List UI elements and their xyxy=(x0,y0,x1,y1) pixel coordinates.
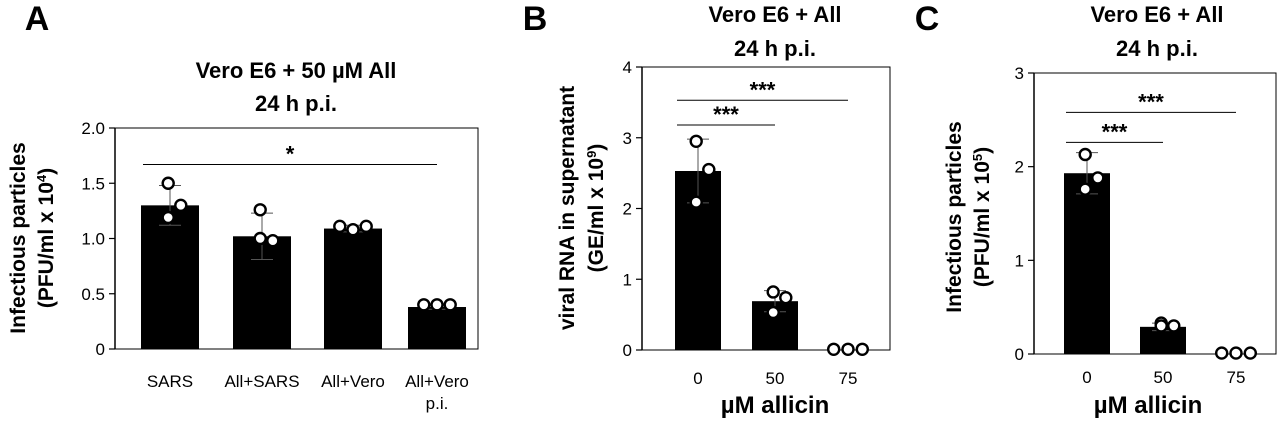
y-axis-label: Infectious particles xyxy=(943,121,966,312)
x-category-label: 50 xyxy=(1154,368,1173,387)
data-point xyxy=(689,195,703,209)
bar xyxy=(408,307,466,349)
significance-label: * xyxy=(286,141,295,166)
data-point xyxy=(766,305,780,320)
x-category-label: 0 xyxy=(1082,368,1091,387)
bar xyxy=(141,205,199,349)
data-point xyxy=(266,234,280,248)
data-point xyxy=(779,290,793,305)
x-axis-label: µM allicin xyxy=(721,392,830,419)
x-category-label: All+Vero xyxy=(405,372,469,391)
y-tick-label: 4 xyxy=(623,58,632,77)
chart-subtitle: 24 h p.i. xyxy=(734,36,816,61)
y-axis-label: viral RNA in supernatant xyxy=(556,86,579,330)
y-axis-units-exponent: 4 xyxy=(34,174,49,182)
data-point xyxy=(1167,319,1181,333)
data-point xyxy=(702,162,716,177)
data-point xyxy=(430,298,444,312)
y-tick-label: 0 xyxy=(1015,345,1024,364)
chart-title: Vero E6 + All xyxy=(1090,2,1223,27)
x-category-label: 75 xyxy=(1227,368,1246,387)
y-axis-units-close: ) xyxy=(35,168,58,175)
y-axis-units-close: ) xyxy=(585,144,608,151)
y-axis-units-close: ) xyxy=(971,147,994,154)
y-tick-label: 1 xyxy=(623,270,632,289)
y-tick-label: 0 xyxy=(623,341,632,360)
data-point xyxy=(1243,346,1258,360)
bar xyxy=(324,228,382,349)
panel-c: C Vero E6 + All 24 h p.i. 0 1 2 3 Infectious pa… xyxy=(915,0,1277,419)
x-category-label: SARS xyxy=(147,372,193,391)
y-axis-units-exponent: 5 xyxy=(970,154,985,161)
y-tick-label: 1.0 xyxy=(81,230,105,249)
bar xyxy=(1064,173,1110,354)
y-tick-label: 3 xyxy=(623,129,632,148)
chart-subtitle: 24 h p.i. xyxy=(1116,36,1198,61)
x-category-label: All+Vero xyxy=(321,372,385,391)
significance-label: *** xyxy=(1138,89,1164,114)
data-point xyxy=(1091,171,1105,185)
data-point xyxy=(1078,182,1092,196)
y-tick-label: 1 xyxy=(1015,251,1024,270)
significance-label: *** xyxy=(1102,119,1128,144)
data-point xyxy=(827,342,841,356)
x-category-label: 50 xyxy=(766,369,785,388)
data-point xyxy=(841,342,855,356)
data-point xyxy=(1214,346,1229,360)
y-axis-units-exponent: 9 xyxy=(584,151,599,158)
data-point xyxy=(443,298,457,312)
chart-subtitle: 24 h p.i. xyxy=(255,91,337,116)
x-category-label: 0 xyxy=(693,369,702,388)
data-point xyxy=(333,219,347,234)
y-axis-label: Infectious particles xyxy=(7,142,30,333)
x-category-label: All+SARS xyxy=(224,372,299,391)
panel-a: A Vero E6 + 50 µM All 24 h p.i. 0 0.5 1.0 1.5 2… xyxy=(7,0,479,413)
y-axis-label-units: (GE/ml x 109) xyxy=(584,144,609,273)
data-point xyxy=(855,342,869,356)
x-category-label: p.i. xyxy=(426,394,449,413)
y-tick-label: 0.5 xyxy=(81,285,105,304)
data-point xyxy=(359,219,373,234)
x-category-label: 75 xyxy=(839,369,858,388)
data-point xyxy=(1078,147,1092,162)
chart-title: Vero E6 + All xyxy=(708,2,841,27)
data-point xyxy=(1154,319,1168,333)
panel-letter: C xyxy=(915,0,940,38)
y-axis-units-text: (PFU/ml x 10 xyxy=(971,161,994,287)
data-point xyxy=(689,134,703,148)
y-tick-label: 2.0 xyxy=(81,119,105,138)
data-point xyxy=(1229,346,1243,360)
data-point xyxy=(346,222,360,237)
significance-label: *** xyxy=(713,102,739,127)
y-tick-label: 3 xyxy=(1015,64,1024,83)
data-point xyxy=(161,176,175,190)
y-tick-label: 1.5 xyxy=(81,174,105,193)
chart-title: Vero E6 + 50 µM All xyxy=(196,58,397,83)
data-point xyxy=(417,298,431,312)
y-axis-units-text: (GE/ml x 10 xyxy=(585,158,608,272)
panel-letter: B xyxy=(523,0,548,38)
y-tick-label: 2 xyxy=(1015,158,1024,177)
y-axis-label-units: (PFU/ml x 105) xyxy=(970,147,995,287)
x-axis-label: µM allicin xyxy=(1094,392,1203,419)
data-point xyxy=(253,231,267,246)
y-tick-label: 2 xyxy=(623,200,632,219)
y-axis-label-units: (PFU/ml x 104) xyxy=(34,168,59,308)
panel-letter: A xyxy=(25,0,50,38)
y-tick-label: 0 xyxy=(96,340,105,359)
significance-label: *** xyxy=(750,77,776,102)
data-point xyxy=(174,198,188,213)
data-point xyxy=(766,285,780,299)
y-axis-units-text: (PFU/ml x 10 xyxy=(35,182,58,308)
data-point xyxy=(161,210,175,225)
data-point xyxy=(253,203,267,217)
panel-b: B Vero E6 + All 24 h p.i. 0 1 2 3 4 viral RNA in… xyxy=(523,0,891,419)
